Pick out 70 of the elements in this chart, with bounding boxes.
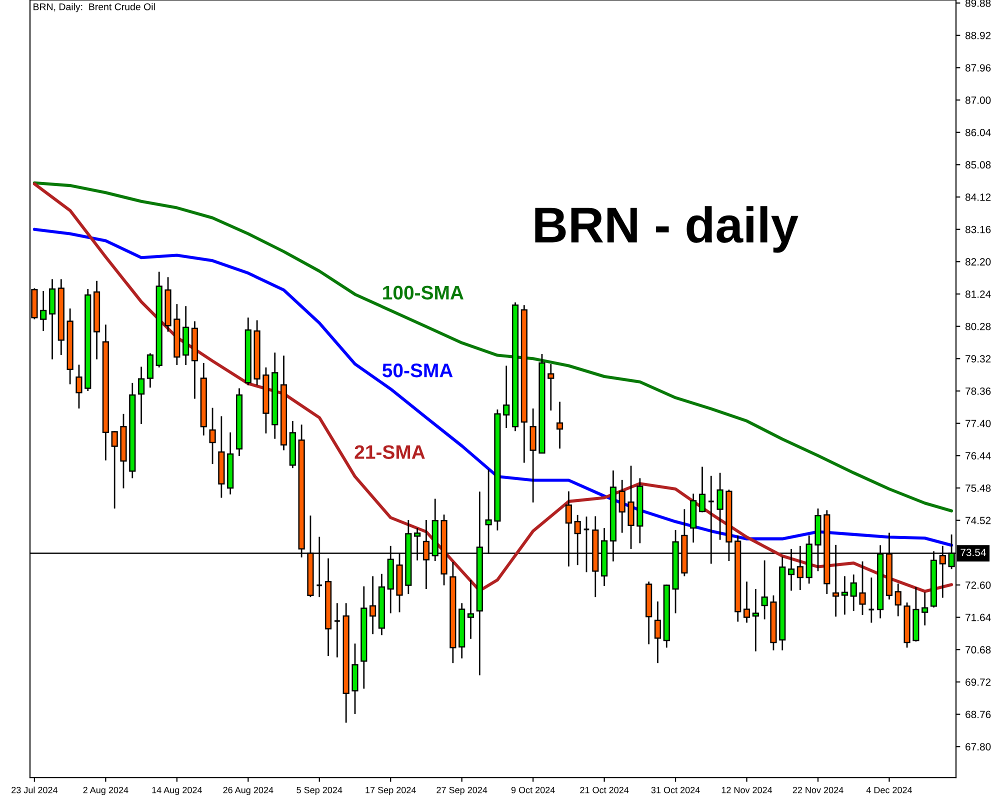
candlestick [894, 582, 902, 617]
series-label: 100-SMA [383, 286, 464, 300]
y-tick-label: 89.88 [965, 0, 991, 7]
x-tick-label: 4 Dec 2024 [866, 786, 912, 794]
candlestick [868, 576, 875, 624]
series-label: 21-SMA [354, 445, 425, 459]
x-tick-label: 2 Aug 2024 [83, 786, 128, 796]
y-tick-label: 82.20 [965, 258, 991, 266]
candlestick [761, 560, 768, 620]
x-tick-label: 17 Sep 2024 [366, 786, 416, 796]
x-tick-label: 21 Oct 2024 [580, 786, 629, 794]
y-tick-label: 87.96 [965, 64, 991, 72]
candlestick [743, 580, 750, 624]
y-tick-label: 67.80 [966, 743, 991, 750]
candlestick [334, 602, 341, 658]
ref-line-label: 73.54 [960, 548, 986, 556]
candlestick [556, 401, 564, 450]
candlestick [40, 290, 47, 332]
candlestick [618, 479, 626, 534]
y-tick-label: 69.72 [966, 678, 991, 686]
x-tick-label: 23 Jul 2024 [12, 786, 58, 794]
x-tick-label: 31 Oct 2024 [651, 786, 700, 794]
y-tick-label: 76.44 [966, 452, 991, 460]
x-tick-label: 5 Sep 2024 [296, 786, 342, 796]
candlestick [138, 366, 145, 425]
y-tick-label: 68.76 [966, 710, 991, 718]
y-tick-label: 81.24 [965, 290, 991, 298]
y-tick-label: 84.12 [965, 194, 991, 201]
x-tick-label: 12 Nov 2024 [722, 786, 772, 794]
candlestick [859, 560, 866, 616]
candlestick [370, 576, 376, 635]
candlestick [467, 579, 474, 640]
y-tick-label: 79.32 [966, 355, 991, 363]
y-tick-label: 78.36 [966, 387, 991, 395]
candlestick [111, 430, 118, 510]
candlestick [850, 574, 857, 612]
candlestick [503, 365, 510, 429]
x-tick-label: 26 Aug 2024 [223, 786, 274, 796]
text: BRN - daily [535, 206, 798, 253]
line-series [32, 181, 954, 512]
candlestick [752, 588, 759, 652]
x-tick-label: 27 Sep 2024 [436, 786, 488, 796]
y-tick-label: 74.52 [966, 516, 991, 524]
x-tick-label: 22 Nov 2024 [792, 786, 844, 794]
y-tick-label: 83.16 [965, 226, 991, 234]
candlestick [209, 407, 216, 465]
candlestick [548, 363, 554, 412]
y-tick-label: 71.64 [966, 614, 991, 622]
x-tick-label: 9 Oct 2024 [511, 786, 555, 794]
candlestick [654, 600, 662, 664]
candlestick [922, 592, 928, 626]
y-tick-label: 88.92 [965, 32, 991, 40]
candlestick [76, 364, 82, 410]
y-tick-label: 72.60 [966, 581, 991, 589]
candlestick [628, 465, 634, 550]
candlestick [716, 472, 724, 541]
candlestick [841, 576, 848, 616]
x-tick-label: 14 Aug 2024 [152, 786, 202, 796]
y-tick-label: 77.40 [966, 420, 991, 428]
y-tick-label: 75.48 [966, 484, 991, 492]
candlestick [698, 466, 706, 513]
y-tick-label: 87.00 [965, 96, 991, 104]
y-tick-label: 70.68 [966, 646, 991, 654]
y-tick-label: 80.28 [965, 322, 991, 330]
series-label: 50-SMA [382, 364, 453, 378]
y-tick-label: 86.04 [965, 128, 991, 136]
candlestick [146, 352, 154, 388]
candlestick [530, 408, 536, 504]
y-tick-label: 85.08 [965, 161, 991, 169]
annotation: BRN, Daily: Brent Crude Oil [34, 3, 155, 12]
